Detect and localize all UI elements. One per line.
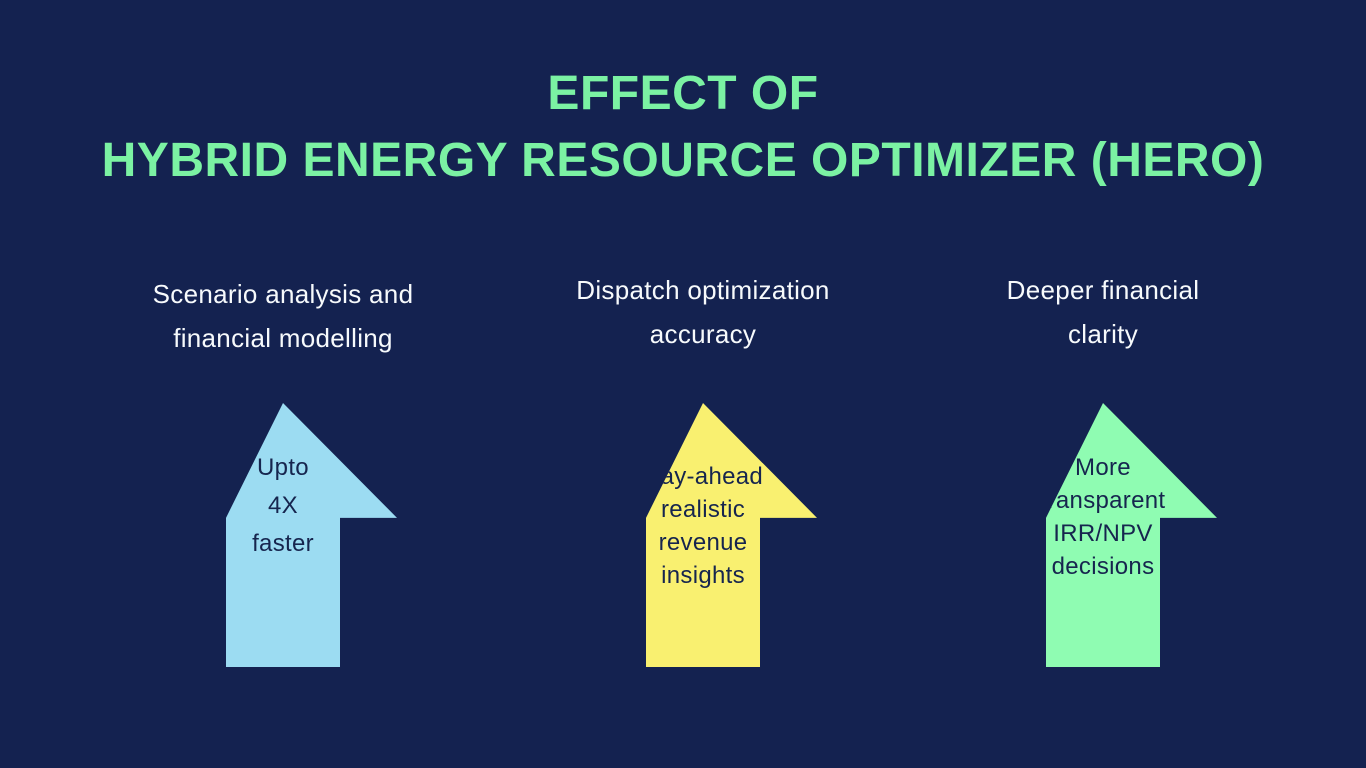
arrow-label: Upto 4X faster [226,449,397,563]
arrow-label-line: More [1075,454,1131,481]
column-heading: Dispatch optimization accuracy [523,268,883,356]
arrow-label-line: IRR/NPV [1053,520,1153,547]
arrow-label-line: 4X [268,492,298,519]
arrow-label-line: insights [661,562,745,589]
up-arrow-icon: Day-ahead realistic revenue insights [642,403,817,667]
arrow-label-line: decisions [1051,553,1155,580]
page-title-line-1: EFFECT OF [547,67,819,120]
column-heading: Deeper financial clarity [923,268,1283,356]
arrow-label-line: transparent [1040,487,1166,514]
column-heading: Scenario analysis and financial modellin… [103,272,463,360]
arrow-label-line: realistic [660,496,746,523]
arrow-label: Day-ahead realistic revenue insights [642,460,817,592]
arrow-label-line: Day-ahead [642,463,764,490]
column-financial-clarity: Deeper financial clarity More transparen… [923,272,1283,667]
page-title-line-2: HYBRID ENERGY RESOURCE OPTIMIZER (HERO) [101,134,1265,187]
column-dispatch-optimization: Dispatch optimization accuracy Day-ahead… [523,272,883,667]
arrow-label-line: faster [252,530,314,557]
column-heading-line: accuracy [649,319,757,349]
up-arrow-icon: Upto 4X faster [226,403,397,667]
column-heading-line: Scenario analysis and [152,279,414,309]
column-heading-line: financial modelling [173,323,393,353]
column-scenario-analysis: Scenario analysis and financial modellin… [103,272,463,667]
arrow-label-line: revenue [658,529,748,556]
page-title: EFFECT OF HYBRID ENERGY RESOURCE OPTIMIZ… [0,60,1366,194]
up-arrow-icon: More transparent IRR/NPV decisions [1040,403,1217,667]
arrow-label: More transparent IRR/NPV decisions [1040,451,1217,583]
column-heading-line: Deeper financial [1006,275,1200,305]
column-heading-line: Dispatch optimization [576,275,830,305]
arrow-label-line: Upto [257,454,309,481]
column-heading-line: clarity [1068,319,1138,349]
